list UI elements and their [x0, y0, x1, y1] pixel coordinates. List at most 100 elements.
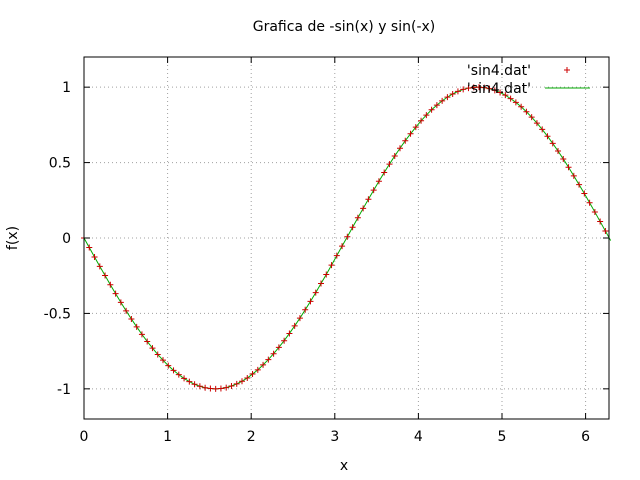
data-point [518, 103, 525, 110]
y-ticks: -1 -0.5 0 0.5 1 [44, 80, 609, 398]
data-point [555, 147, 562, 154]
data-point [96, 263, 103, 270]
data-point [560, 155, 567, 162]
data-point [354, 214, 361, 221]
data-point [481, 84, 488, 91]
data-point [433, 102, 440, 109]
data-point [491, 87, 498, 94]
data-point [428, 106, 435, 113]
data-point [191, 381, 198, 388]
data-point [186, 378, 193, 385]
data-point [339, 243, 346, 250]
data-point [128, 315, 135, 322]
data-point [444, 94, 451, 101]
data-point [133, 323, 140, 330]
data-point [170, 367, 177, 374]
data-point [381, 169, 388, 176]
data-point [544, 133, 551, 140]
data-point [539, 126, 546, 133]
data-point [265, 356, 272, 363]
data-point [286, 330, 293, 337]
data-point [533, 120, 540, 127]
data-point [386, 161, 393, 168]
data-point [449, 90, 456, 97]
data-point [581, 190, 588, 197]
data-point [507, 95, 514, 102]
chart-title: Grafica de -sin(x) y sin(-x) [253, 19, 436, 35]
data-point [576, 181, 583, 188]
data-point [323, 271, 330, 278]
plot-area [81, 84, 612, 392]
y-tick-label: -0.5 [44, 306, 71, 322]
data-point [91, 254, 98, 261]
data-point [181, 375, 188, 382]
data-point [196, 383, 203, 390]
data-point [207, 385, 214, 392]
data-point [212, 385, 219, 392]
data-point [370, 187, 377, 194]
data-point [439, 97, 446, 104]
data-point [591, 209, 598, 216]
data-point [423, 112, 430, 119]
data-point [228, 382, 235, 389]
data-point [512, 99, 519, 106]
data-point [296, 315, 303, 322]
data-point [86, 244, 93, 251]
legend-label: 'sin4.dat' [467, 63, 531, 79]
data-point [144, 338, 151, 345]
data-point [549, 140, 556, 147]
y-tick-label: 0 [62, 231, 71, 247]
x-ticks: 0 1 2 3 4 5 6 [80, 57, 590, 445]
x-tick-label: 5 [498, 429, 507, 445]
data-point [260, 361, 267, 368]
data-point [249, 371, 256, 378]
legend: 'sin4.dat' 'sin4.dat' [467, 63, 590, 97]
data-point [597, 218, 604, 225]
series-points-group [81, 84, 609, 392]
data-point [407, 130, 414, 137]
x-tick-label: 3 [330, 429, 339, 445]
data-point [349, 224, 356, 231]
data-point [344, 233, 351, 240]
data-point [254, 366, 261, 373]
data-point [586, 199, 593, 206]
x-tick-label: 0 [80, 429, 89, 445]
data-point [570, 172, 577, 179]
data-point [375, 178, 382, 185]
legend-label: 'sin4.dat' [467, 81, 531, 97]
data-point [175, 371, 182, 378]
data-point [223, 384, 230, 391]
data-point [270, 350, 277, 357]
data-point [165, 362, 172, 369]
data-point [365, 196, 372, 203]
data-point [412, 124, 419, 131]
data-point [402, 137, 409, 144]
x-tick-label: 2 [247, 429, 256, 445]
data-point [233, 380, 240, 387]
y-tick-label: -1 [57, 382, 71, 398]
data-point [275, 344, 282, 351]
data-point [528, 114, 535, 121]
data-point [502, 92, 509, 99]
data-point [202, 384, 209, 391]
data-point [312, 289, 319, 296]
data-point [465, 85, 472, 92]
data-point [281, 337, 288, 344]
data-point [602, 228, 609, 235]
data-point [454, 88, 461, 95]
data-point [460, 86, 467, 93]
data-point [107, 281, 114, 288]
y-tick-label: 0.5 [49, 156, 71, 172]
y-axis-label: f(x) [5, 226, 21, 250]
data-point [291, 322, 298, 329]
data-point [476, 84, 483, 91]
data-point [160, 357, 167, 364]
data-point [470, 84, 477, 91]
data-point [244, 374, 251, 381]
y-tick-label: 1 [62, 80, 71, 96]
data-point [565, 164, 572, 171]
x-axis-label: x [340, 458, 348, 474]
data-point [418, 117, 425, 124]
data-point [154, 351, 161, 358]
